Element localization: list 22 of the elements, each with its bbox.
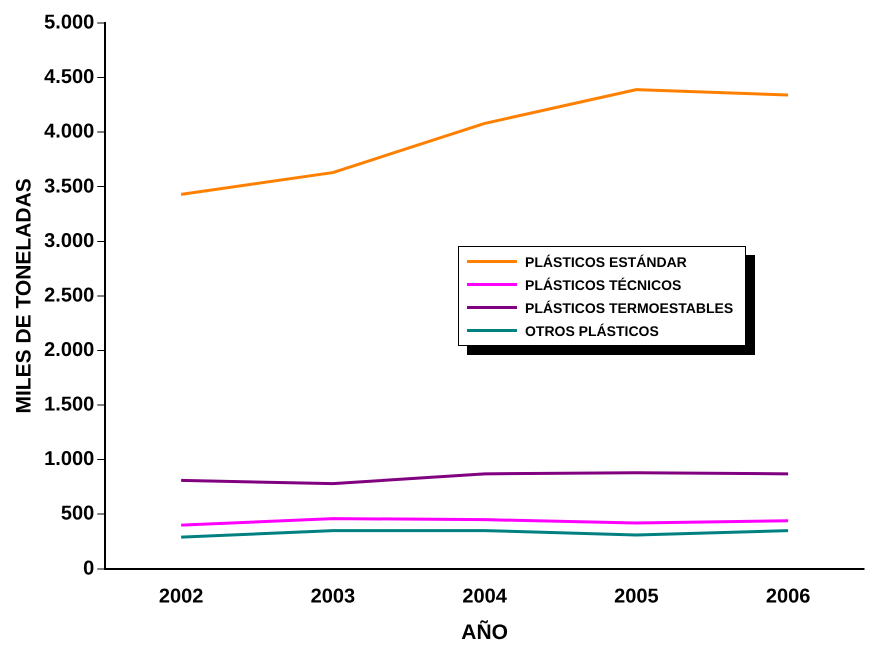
- x-tick-label: 2004: [462, 585, 508, 608]
- y-tick-label: 3.000: [44, 230, 94, 252]
- y-tick-label: 1.000: [44, 448, 94, 470]
- x-tick-label: 2003: [310, 585, 356, 608]
- legend-label: PLÁSTICOS TERMOESTABLES: [525, 300, 734, 316]
- y-tick-label: 2.500: [44, 284, 94, 306]
- y-tick-label: 4.500: [44, 66, 94, 88]
- x-axis-title: AÑO: [461, 620, 508, 644]
- x-tick-label: 2002: [158, 585, 204, 608]
- x-tick-label: 2005: [614, 585, 659, 608]
- legend-label: OTROS PLÁSTICOS: [525, 322, 659, 338]
- y-tick-label: 4.000: [44, 120, 94, 143]
- y-tick-label: 5.000: [44, 12, 94, 34]
- x-tick-label: 2006: [766, 585, 810, 608]
- y-tick-label: 500: [60, 502, 94, 525]
- legend-label: PLÁSTICOS ESTÁNDAR: [525, 254, 687, 270]
- y-tick-label: 2.000: [44, 338, 94, 361]
- y-axis-title: MILES DE TONELADAS: [12, 178, 36, 414]
- y-tick-label: 3.500: [44, 175, 94, 198]
- legend-label: PLÁSTICOS TÉCNICOS: [525, 276, 682, 292]
- y-tick-label: 0: [83, 557, 94, 580]
- y-tick-label: 1.500: [44, 394, 94, 416]
